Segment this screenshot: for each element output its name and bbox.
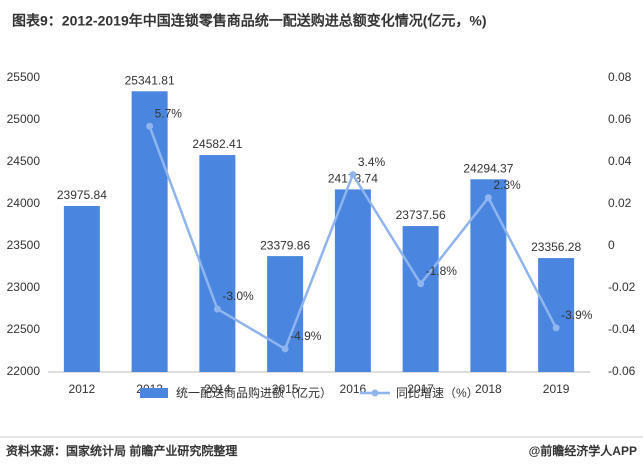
line-point xyxy=(484,194,492,202)
bar xyxy=(63,206,100,372)
x-tick-label: 2017 xyxy=(407,382,434,396)
legend-swatch xyxy=(140,388,168,398)
bar-label: 25341.81 xyxy=(125,73,175,87)
x-tick-label: 2015 xyxy=(272,382,299,396)
bar xyxy=(199,155,236,372)
line-point xyxy=(552,324,560,332)
brand: @前瞻经济学人APP xyxy=(529,443,637,458)
line-label: -4.9% xyxy=(290,329,322,343)
bar-label: 24173.74 xyxy=(328,172,378,186)
legend-label: 同比增速（%） xyxy=(396,386,479,400)
source: 资料来源：国家统计局 前瞻产业研究院整理 xyxy=(6,443,237,458)
bar-label: 24294.37 xyxy=(463,161,513,175)
chart-title: 图表9：2012-2019年中国连锁零售商品统一配送购进总额变化情况(亿元，%) xyxy=(12,13,487,29)
x-tick-label: 2014 xyxy=(204,382,231,396)
line-point xyxy=(213,305,221,313)
y-tick-label: 24000 xyxy=(7,196,41,210)
bar xyxy=(131,91,168,372)
y-tick-label: 25500 xyxy=(7,70,41,84)
x-tick-label: 2018 xyxy=(475,382,502,396)
y-tick-label: 23500 xyxy=(7,238,41,252)
bar xyxy=(402,226,439,372)
line-point xyxy=(146,122,154,130)
y2-tick-label: 0.02 xyxy=(608,196,632,210)
y2-tick-label: -0.06 xyxy=(608,364,636,378)
y-tick-label: 22000 xyxy=(7,364,41,378)
line-label: 2.3% xyxy=(493,178,521,192)
line-label: 5.7% xyxy=(155,106,183,120)
bar-label: 23356.28 xyxy=(531,240,581,254)
x-tick-label: 2019 xyxy=(543,382,570,396)
line-label: 3.4% xyxy=(358,155,386,169)
y2-tick-label: 0.04 xyxy=(608,154,632,168)
line-label: -3.9% xyxy=(561,308,593,322)
bar-label: 23737.56 xyxy=(396,208,446,222)
line-label: -3.0% xyxy=(222,289,254,303)
y2-tick-label: -0.02 xyxy=(608,280,636,294)
bar-label: 23379.86 xyxy=(260,238,310,252)
y2-tick-label: 0 xyxy=(608,238,615,252)
y-tick-label: 23000 xyxy=(7,280,41,294)
line-point xyxy=(281,345,289,353)
legend-label: 统一配送商品购进额（亿元） xyxy=(176,385,332,400)
line-point xyxy=(417,280,425,288)
y2-tick-label: 0.08 xyxy=(608,70,632,84)
y-tick-label: 22500 xyxy=(7,322,41,336)
y2-tick-label: -0.04 xyxy=(608,322,636,336)
y-tick-label: 24500 xyxy=(7,154,41,168)
bar xyxy=(334,189,371,372)
y2-tick-label: 0.06 xyxy=(608,112,632,126)
bar-label: 24582.41 xyxy=(192,137,242,151)
x-tick-label: 2016 xyxy=(340,382,367,396)
bar xyxy=(538,258,575,372)
line-point xyxy=(349,171,357,179)
line-label: -1.8% xyxy=(426,264,458,278)
bar xyxy=(267,256,304,372)
bar-label: 23975.84 xyxy=(57,188,107,202)
bar xyxy=(470,179,507,372)
y-tick-label: 25000 xyxy=(7,112,41,126)
x-tick-label: 2012 xyxy=(69,382,96,396)
legend-swatch xyxy=(371,389,379,397)
